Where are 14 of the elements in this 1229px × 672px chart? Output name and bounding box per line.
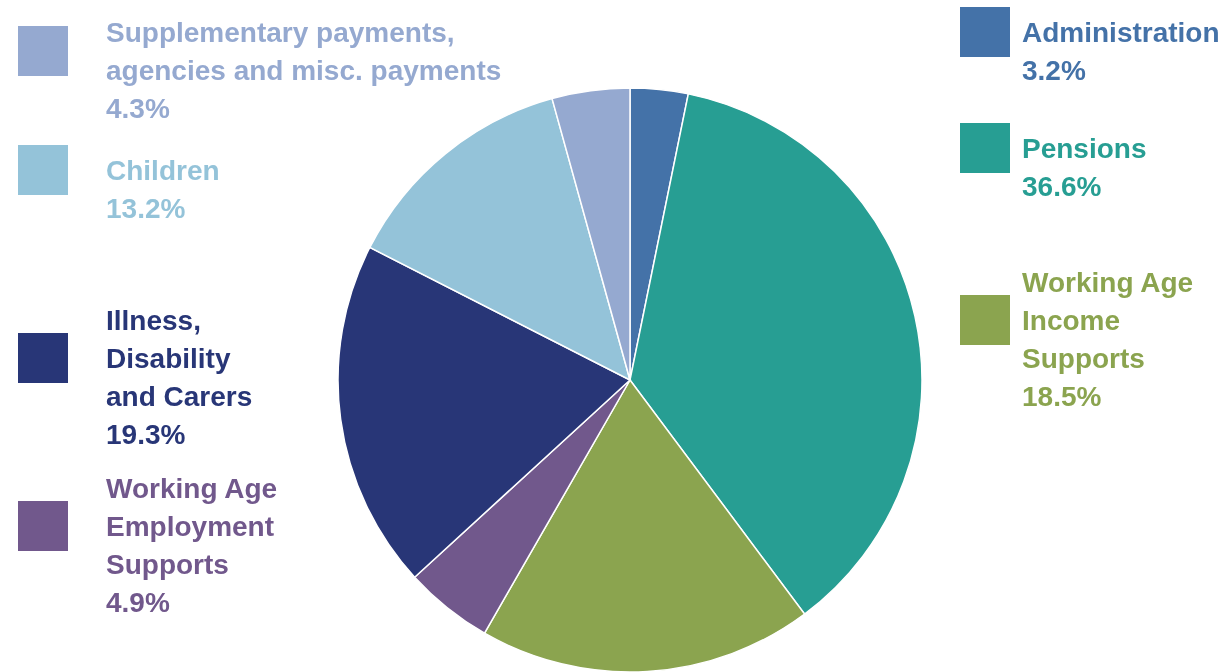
legend-label: Illness, Disability and Carers [106, 305, 253, 412]
data-label: 4.9% [106, 587, 170, 618]
legend-label: Supplementary payments, agencies and misc. payments [106, 17, 502, 86]
legend-label: Pensions [1022, 133, 1147, 164]
data-label: 3.2% [1022, 55, 1086, 86]
legend-label: Working Age Income Supports [1022, 267, 1194, 374]
legend-label: Working Age Employment Supports [106, 473, 278, 580]
legend-label: Administration [1022, 17, 1220, 48]
data-label: 18.5% [1022, 381, 1102, 412]
data-label: 36.6% [1022, 171, 1102, 202]
data-label: 19.3% [106, 419, 186, 450]
data-label: 13.2% [106, 193, 186, 224]
legend-label: Children [106, 155, 220, 186]
data-label: 4.3% [106, 93, 170, 124]
